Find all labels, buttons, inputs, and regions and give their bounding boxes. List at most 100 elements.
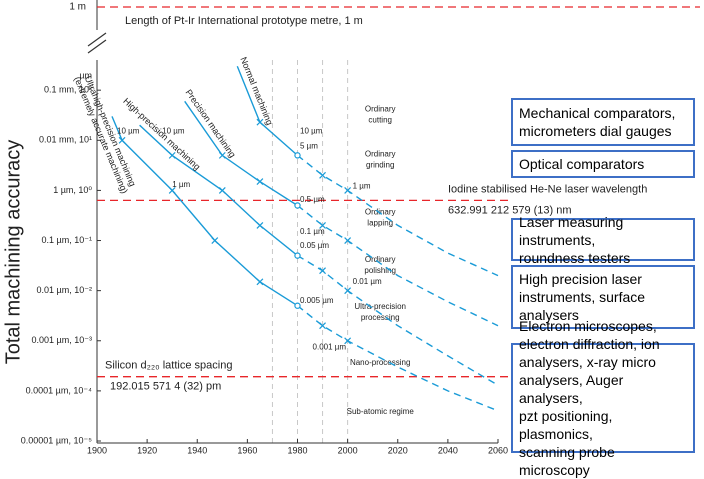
instrument-text: electron diffraction, ion [519,336,660,352]
y-tick-label: 0.01 mm, 10¹ [39,135,92,145]
region-label-line: Ordinary [365,208,396,217]
instrument-box: Electron microscopes, electron diffractio… [511,318,695,478]
region-label: Ordinary lapping [365,208,396,228]
forecast-line [297,255,499,386]
x-tick-label: 1920 [137,445,157,455]
instrument-text: analysers [519,307,579,323]
point-marker [344,186,352,194]
instrument-box: Laser measuring instruments, roundness te… [511,214,695,266]
x-tick-label: 1900 [87,445,107,455]
point-marker [319,322,326,330]
instrument-text: analysers, x-ray micro [519,354,656,370]
point-marker [256,118,264,126]
point-marker [211,237,219,244]
x-tick-label: 1960 [237,445,257,455]
x-tick-label: 2040 [438,445,458,455]
point-marker [168,186,176,194]
region-label-line: Ordinary [365,150,396,159]
region-label: Ultra-precision processing [354,302,406,322]
x-tick-label: 2000 [338,445,358,455]
y-axis-title: Total machining accuracy [2,140,24,365]
instrument-box: High precision laser instruments, surface… [511,265,695,329]
point-marker [294,202,301,209]
instrument-text: instruments, surface [519,289,646,305]
instrument-text: Mechanical comparators, [519,105,676,121]
region-label-line: Nano-processing [350,358,410,367]
point-marker [294,152,301,159]
y-unit: µm [79,70,92,80]
reference-label: 192.015 571 4 (32) pm [110,381,221,393]
region-label-line: Ultra-precision [354,302,406,311]
region-label: Sub-atomic regime [347,407,415,416]
point-marker [344,237,352,244]
point-marker [319,222,326,229]
region-label: Ordinary cutting [365,105,396,125]
point-marker [294,302,301,309]
point-label: 10 µm [162,127,185,136]
y-tick-label: 0.1 µm, 10⁻¹ [42,235,92,245]
series-label: Precision machining [184,88,238,160]
instrument-text: analysers, Auger analysers, [519,372,624,406]
instrument-text: Optical comparators [519,156,645,172]
point-label: 5 µm [300,141,318,150]
reference-label: Iodine stabilised He-Ne laser wavelength [448,183,647,195]
point-marker [319,171,326,179]
point-marker [218,186,226,194]
region-label-line: processing [361,313,400,322]
x-tick-label: 2020 [388,445,408,455]
instrument-text: Laser measuring instruments, [519,213,624,248]
point-label: 0.001 µm [313,342,347,351]
reference-label: 632.991 212 579 (13) nm [448,204,572,216]
y-tick-label: 0.001 µm, 10⁻³ [32,335,92,345]
trend-line [111,116,298,307]
instrument-text: micrometers dial gauges [519,123,672,139]
point-marker [294,252,301,259]
region-label-line: lapping [367,219,393,228]
instrument-box: Mechanical comparators, micrometers dial … [511,98,695,146]
trend-line [184,100,298,207]
y-tick-label: 1 µm, 10⁰ [53,185,92,195]
point-label: 10 µm [300,127,323,136]
point-marker [256,278,264,286]
instrument-box: Optical comparators [511,150,695,178]
point-marker [256,222,264,229]
region-label: Nano-processing [350,358,410,367]
x-tick-label: 1940 [187,445,207,455]
region-label-line: Ordinary [365,255,396,264]
x-tick-label: 2060 [488,445,508,455]
y-tick-label: 0.0001 µm, 10⁻⁴ [26,385,92,395]
reference-label: Silicon d₂₂₀ lattice spacing [105,360,232,372]
point-label: 10 µm [117,127,140,136]
axis-break [87,32,107,47]
region-label-line: Ordinary [365,105,396,114]
forecast-line [297,204,499,327]
point-marker [168,151,176,159]
point-label: 0.1 µm [300,227,325,236]
y-tick-label: 1 m [69,2,86,13]
point-marker [319,267,326,275]
forecast-line [297,154,499,277]
chart: 0.1 mm, 10² 0.01 mm, 10¹ 1 µm, 10⁰ 0.1 µm, … [2,0,700,455]
forecast-line [297,305,499,412]
instrument-text: scanning probe microscopy [519,444,615,478]
instrument-text: Electron microscopes, [519,318,657,334]
y-tick-label: 0.01 µm, 10⁻² [37,285,92,295]
x-tick-label: 1980 [287,445,307,455]
y-tick-label: 0.1 mm, 10² [44,85,92,95]
region-label-line: Sub-atomic regime [347,407,415,416]
point-marker [118,136,126,144]
region-label: Ordinary grinding [365,150,396,170]
instrument-text: roundness testers [519,249,631,266]
point-label: 1 µm [353,182,371,191]
axis-break [87,39,107,54]
point-label: 1 µm [172,180,190,189]
region-label-line: cutting [368,116,392,125]
region-label-line: grinding [366,161,394,170]
point-marker [344,337,352,345]
point-label: 0.01 µm [353,277,382,286]
reference-label: Length of Pt-Ir International prototype … [125,15,363,27]
y-tick-label: 0.00001 µm, 10⁻⁵ [21,435,92,445]
point-label: 0.05 µm [300,241,329,250]
point-marker [344,287,352,295]
